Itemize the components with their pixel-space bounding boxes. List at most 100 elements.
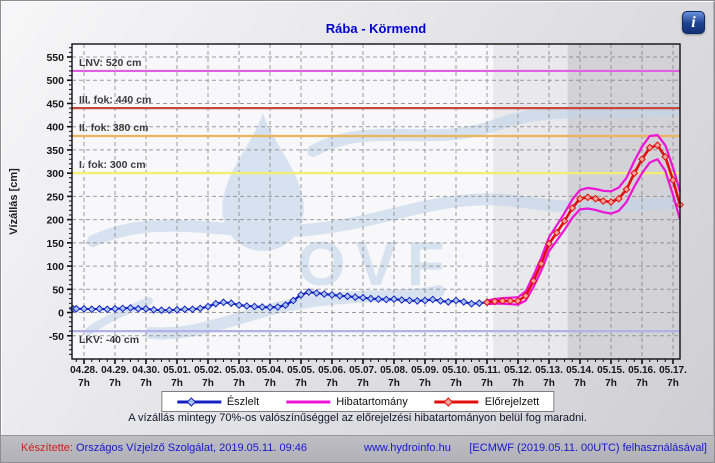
wave-icon [145, 285, 445, 340]
data-point-marker [258, 303, 267, 311]
x-tick-date: 05.16. [628, 365, 656, 376]
data-point-marker [638, 155, 646, 164]
data-point-marker [397, 296, 406, 304]
data-point-marker [126, 303, 135, 312]
x-tick-date: 05.01. [163, 365, 191, 376]
data-point-marker [382, 295, 391, 304]
x-tick-date: 05.02. [194, 365, 222, 376]
ecmwf-source: [ECMWF (2019.05.11. 00UTC) felhasználásá… [469, 442, 707, 454]
y-tick-label: 200 [46, 215, 64, 227]
x-tick-date: 05.09. [411, 365, 439, 376]
data-point-marker [645, 143, 654, 152]
x-tick-hour: 7h [357, 378, 369, 389]
legend-label: Előrejelzett [484, 395, 540, 408]
ovf-watermark: OVF [85, 103, 680, 340]
reference-line-label: I. fok: 300 cm [79, 159, 146, 171]
data-point-marker [87, 305, 96, 314]
data-point-marker [591, 194, 600, 203]
series-band-upper [486, 134, 682, 302]
data-point-marker [529, 276, 538, 285]
info-icon: i [691, 13, 696, 31]
data-point-marker [483, 298, 491, 307]
reference-line-0: LNV: 520 cm [72, 57, 680, 73]
x-tick-date: 05.14. [566, 365, 594, 376]
x-tick-hour: 7h [481, 378, 493, 389]
reference-line-1: III. fok: 440 cm [72, 94, 680, 110]
made-by-label: Készítette: [21, 442, 73, 454]
wave-icon [85, 297, 153, 335]
made-by-value: Országos Vízjelző Szolgálat, 2019.05.11.… [76, 442, 307, 454]
x-tick-date: 05.12. [504, 365, 532, 376]
data-point-marker [599, 197, 608, 205]
x-tick-hour: 7h [295, 378, 307, 389]
data-point-marker [552, 228, 561, 237]
x-tick-hour: 7h [636, 378, 648, 389]
data-point-marker [661, 152, 670, 161]
data-point-marker [421, 296, 429, 305]
data-point-marker [374, 295, 383, 304]
x-tick-hour: 7h [605, 378, 617, 389]
y-tick-label: -50 [49, 331, 64, 343]
legend-swatch-icon [286, 400, 331, 403]
x-tick-hour: 7h [574, 378, 586, 389]
hydroinfo-link[interactable]: www.hydroinfo.hu [364, 442, 451, 454]
data-point-marker [537, 259, 546, 268]
data-point-marker [653, 141, 662, 150]
reference-line-3: I. fok: 300 cm [72, 159, 680, 175]
data-point-marker [390, 295, 398, 304]
y-tick-label: 250 [46, 191, 64, 203]
axis-labels: -50 0 50 100 150 200 250 300 350 400 450 500 550 04.2… [8, 52, 687, 389]
made-by-text: Készítette: Országos Vízjelző Szolgálat,… [21, 442, 307, 454]
reference-line-2: II. fok: 380 cm [72, 122, 680, 138]
data-point-marker [428, 295, 437, 304]
y-tick-label: 100 [46, 261, 64, 273]
data-point-marker [514, 296, 522, 305]
chart-legend: Észlelt Hibatartomány Előrejelzett [160, 391, 555, 412]
reference-line-label: LNV: 520 cm [79, 57, 141, 69]
data-point-marker [297, 290, 305, 299]
x-tick-hour: 7h [388, 378, 400, 389]
data-point-marker [227, 299, 236, 308]
data-point-marker [405, 296, 414, 305]
data-point-marker [630, 169, 639, 178]
legend-item-0: Észlelt [176, 396, 259, 408]
x-tick-date: 05.04. [256, 365, 284, 376]
info-button[interactable]: i [682, 11, 705, 34]
x-tick-date: 05.08. [380, 365, 408, 376]
data-point-marker [351, 293, 360, 302]
x-tick-date: 05.06. [318, 365, 346, 376]
data-point-marker [583, 193, 592, 202]
data-point-marker [413, 296, 422, 305]
data-point-marker [335, 291, 344, 300]
x-tick-date: 05.03. [225, 365, 253, 376]
data-point-marker [235, 301, 243, 310]
gridlines [72, 44, 680, 359]
data-point-marker [72, 304, 81, 313]
data-point-marker [95, 304, 104, 313]
data-point-marker [118, 304, 127, 313]
x-tick-date: 05.13. [535, 365, 563, 376]
x-tick-date: 04.30. [132, 365, 160, 376]
y-tick-label: 550 [46, 52, 64, 64]
x-tick-hour: 7h [78, 378, 90, 389]
data-point-marker [204, 302, 212, 311]
legend-item-1: Hibatartomány [285, 396, 408, 408]
data-point-marker [250, 302, 259, 311]
data-point-marker [281, 301, 290, 310]
data-point-marker [188, 305, 197, 314]
data-point-marker [273, 303, 282, 311]
data-point-marker [366, 294, 375, 303]
x-tick-hour: 7h [202, 378, 214, 389]
data-point-marker [452, 296, 460, 305]
data-point-marker [498, 296, 507, 305]
legend-swatch-icon [434, 396, 479, 407]
x-tick-hour: 7h [419, 378, 431, 389]
reference-line-label: III. fok: 440 cm [79, 94, 151, 106]
y-tick-label: 350 [46, 145, 64, 157]
x-tick-hour: 7h [140, 378, 152, 389]
x-tick-hour: 7h [264, 378, 276, 389]
data-point-marker [173, 305, 181, 314]
reference-line-4: LKV: -40 cm [72, 330, 680, 346]
y-tick-label: 500 [46, 75, 64, 87]
